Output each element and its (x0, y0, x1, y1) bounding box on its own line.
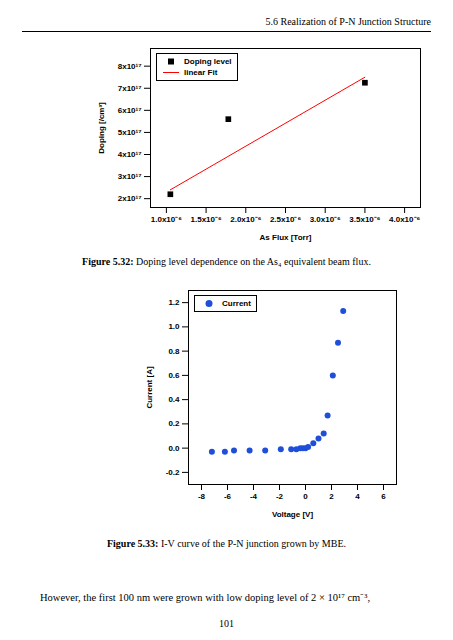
html-text:Doping level: Doping level (184, 57, 232, 66)
svg-text:Current [A]: Current [A] (145, 366, 154, 409)
svg-text:1.5x10⁻⁶: 1.5x10⁻⁶ (191, 215, 222, 224)
svg-text:1.0: 1.0 (168, 322, 180, 331)
svg-text:1.2: 1.2 (168, 298, 180, 307)
svg-text:0.8: 0.8 (168, 347, 180, 356)
svg-text:6: 6 (381, 492, 386, 501)
svg-text:3.0x10⁻⁶: 3.0x10⁻⁶ (310, 215, 341, 224)
svg-text:-0.2: -0.2 (166, 468, 180, 477)
svg-text:0.6: 0.6 (168, 371, 180, 380)
svg-text:-8: -8 (198, 492, 206, 501)
svg-text:1.0x10⁻⁶: 1.0x10⁻⁶ (151, 215, 182, 224)
svg-text:0.2: 0.2 (168, 419, 180, 428)
html-text:Current: Current (222, 299, 251, 308)
html-text:5.6 Realization of P-N Junctio: 5.6 Realization of P-N Junction Structur… (265, 16, 431, 27)
svg-text:As Flux [Torr]: As Flux [Torr] (260, 233, 312, 242)
svg-text:Doping [/cm³]: Doping [/cm³] (97, 102, 106, 154)
svg-text:2.5x10⁻⁶: 2.5x10⁻⁶ (270, 215, 301, 224)
svg-text:4.0x10⁻⁶: 4.0x10⁻⁶ (389, 215, 420, 224)
svg-text:2: 2 (329, 492, 334, 501)
html-text:linear Fit: linear Fit (184, 68, 218, 77)
svg-text:3x10¹⁷: 3x10¹⁷ (118, 172, 142, 181)
svg-text:0.0: 0.0 (168, 444, 180, 453)
html-text:Figure 5.32: Doping level depe: Figure 5.32: Doping level dependence on … (82, 256, 371, 267)
svg-text:0: 0 (303, 492, 308, 501)
svg-text:2.0x10⁻⁶: 2.0x10⁻⁶ (230, 215, 261, 224)
svg-text:2x10¹⁷: 2x10¹⁷ (118, 194, 142, 203)
html-text:101: 101 (219, 618, 234, 629)
svg-text:4: 4 (355, 492, 360, 501)
svg-text:4x10¹⁷: 4x10¹⁷ (118, 150, 142, 159)
svg-text:8x10¹⁷: 8x10¹⁷ (118, 62, 142, 71)
svg-text:3.5x10⁻⁶: 3.5x10⁻⁶ (349, 215, 380, 224)
svg-text:5x10¹⁷: 5x10¹⁷ (118, 128, 142, 137)
svg-text:Voltage [V]: Voltage [V] (272, 510, 314, 519)
svg-text:-4: -4 (250, 492, 258, 501)
svg-text:6x10¹⁷: 6x10¹⁷ (118, 106, 142, 115)
html-text:However, the first 100 nm were: However, the first 100 nm were grown wit… (40, 592, 370, 603)
svg-text:-6: -6 (224, 492, 232, 501)
svg-text:7x10¹⁷: 7x10¹⁷ (118, 84, 142, 93)
svg-text:-2: -2 (276, 492, 284, 501)
svg-text:0.4: 0.4 (168, 395, 180, 404)
html-text:Figure 5.33: I-V curve of the: Figure 5.33: I-V curve of the P-N juncti… (107, 538, 346, 549)
